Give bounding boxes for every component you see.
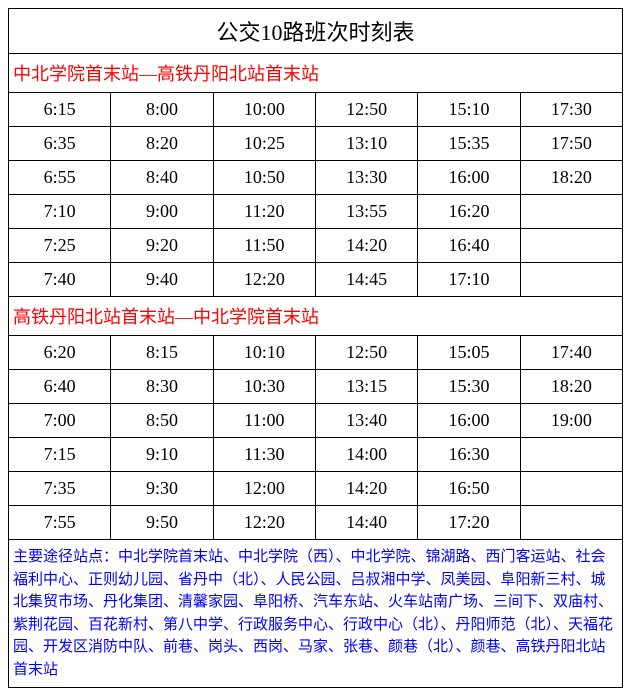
time-cell: 16:00	[418, 404, 520, 438]
direction-header-0: 中北学院首末站—高铁丹阳北站首末站	[9, 54, 623, 93]
time-cell: 18:20	[520, 370, 622, 404]
time-cell: 17:30	[520, 93, 622, 127]
time-cell: 6:55	[9, 161, 111, 195]
time-cell: 14:20	[315, 229, 417, 263]
time-cell: 12:50	[315, 93, 417, 127]
time-cell: 14:00	[315, 438, 417, 472]
time-cell: 11:50	[213, 229, 315, 263]
time-cell: 17:50	[520, 127, 622, 161]
time-cell: 14:20	[315, 472, 417, 506]
time-cell: 8:30	[111, 370, 213, 404]
time-cell: 13:15	[315, 370, 417, 404]
time-cell: 10:00	[213, 93, 315, 127]
time-cell: 17:40	[520, 336, 622, 370]
time-cell: 6:20	[9, 336, 111, 370]
time-cell: 9:10	[111, 438, 213, 472]
time-cell: 6:40	[9, 370, 111, 404]
time-cell: 7:40	[9, 263, 111, 297]
timetable: 公交10路班次时刻表中北学院首末站—高铁丹阳北站首末站6:158:0010:00…	[8, 8, 623, 688]
time-cell	[520, 506, 622, 540]
time-cell	[520, 263, 622, 297]
time-cell: 16:50	[418, 472, 520, 506]
time-cell: 15:10	[418, 93, 520, 127]
time-cell: 12:50	[315, 336, 417, 370]
time-cell: 7:55	[9, 506, 111, 540]
time-cell: 6:35	[9, 127, 111, 161]
time-cell: 8:15	[111, 336, 213, 370]
time-cell: 9:50	[111, 506, 213, 540]
time-cell: 17:10	[418, 263, 520, 297]
time-cell	[520, 472, 622, 506]
time-cell: 10:50	[213, 161, 315, 195]
time-cell: 13:40	[315, 404, 417, 438]
time-cell: 16:30	[418, 438, 520, 472]
time-cell: 8:00	[111, 93, 213, 127]
time-cell: 15:30	[418, 370, 520, 404]
time-cell: 16:00	[418, 161, 520, 195]
time-cell: 11:20	[213, 195, 315, 229]
time-cell: 12:20	[213, 506, 315, 540]
time-cell: 15:05	[418, 336, 520, 370]
time-cell: 17:20	[418, 506, 520, 540]
time-cell: 8:40	[111, 161, 213, 195]
time-cell	[520, 195, 622, 229]
page-title: 公交10路班次时刻表	[9, 9, 623, 54]
time-cell: 10:10	[213, 336, 315, 370]
time-cell: 9:40	[111, 263, 213, 297]
time-cell	[520, 229, 622, 263]
time-cell: 12:20	[213, 263, 315, 297]
direction-header-1: 高铁丹阳北站首末站—中北学院首末站	[9, 297, 623, 336]
time-cell: 7:35	[9, 472, 111, 506]
time-cell: 11:30	[213, 438, 315, 472]
time-cell: 18:20	[520, 161, 622, 195]
time-cell: 19:00	[520, 404, 622, 438]
time-cell: 16:40	[418, 229, 520, 263]
time-cell: 12:00	[213, 472, 315, 506]
time-cell: 13:55	[315, 195, 417, 229]
time-cell: 7:15	[9, 438, 111, 472]
time-cell: 9:30	[111, 472, 213, 506]
stops-description: 主要途径站点：中北学院首末站、中北学院（西）、中北学院、锦湖路、西门客运站、社会…	[9, 540, 623, 688]
time-cell: 6:15	[9, 93, 111, 127]
time-cell: 13:30	[315, 161, 417, 195]
time-cell: 8:50	[111, 404, 213, 438]
time-cell: 10:25	[213, 127, 315, 161]
time-cell: 9:20	[111, 229, 213, 263]
time-cell: 11:00	[213, 404, 315, 438]
time-cell: 7:10	[9, 195, 111, 229]
time-cell: 14:45	[315, 263, 417, 297]
time-cell: 9:00	[111, 195, 213, 229]
time-cell: 13:10	[315, 127, 417, 161]
time-cell: 7:00	[9, 404, 111, 438]
time-cell: 10:30	[213, 370, 315, 404]
time-cell: 14:40	[315, 506, 417, 540]
time-cell: 16:20	[418, 195, 520, 229]
time-cell: 15:35	[418, 127, 520, 161]
time-cell	[520, 438, 622, 472]
time-cell: 8:20	[111, 127, 213, 161]
time-cell: 7:25	[9, 229, 111, 263]
